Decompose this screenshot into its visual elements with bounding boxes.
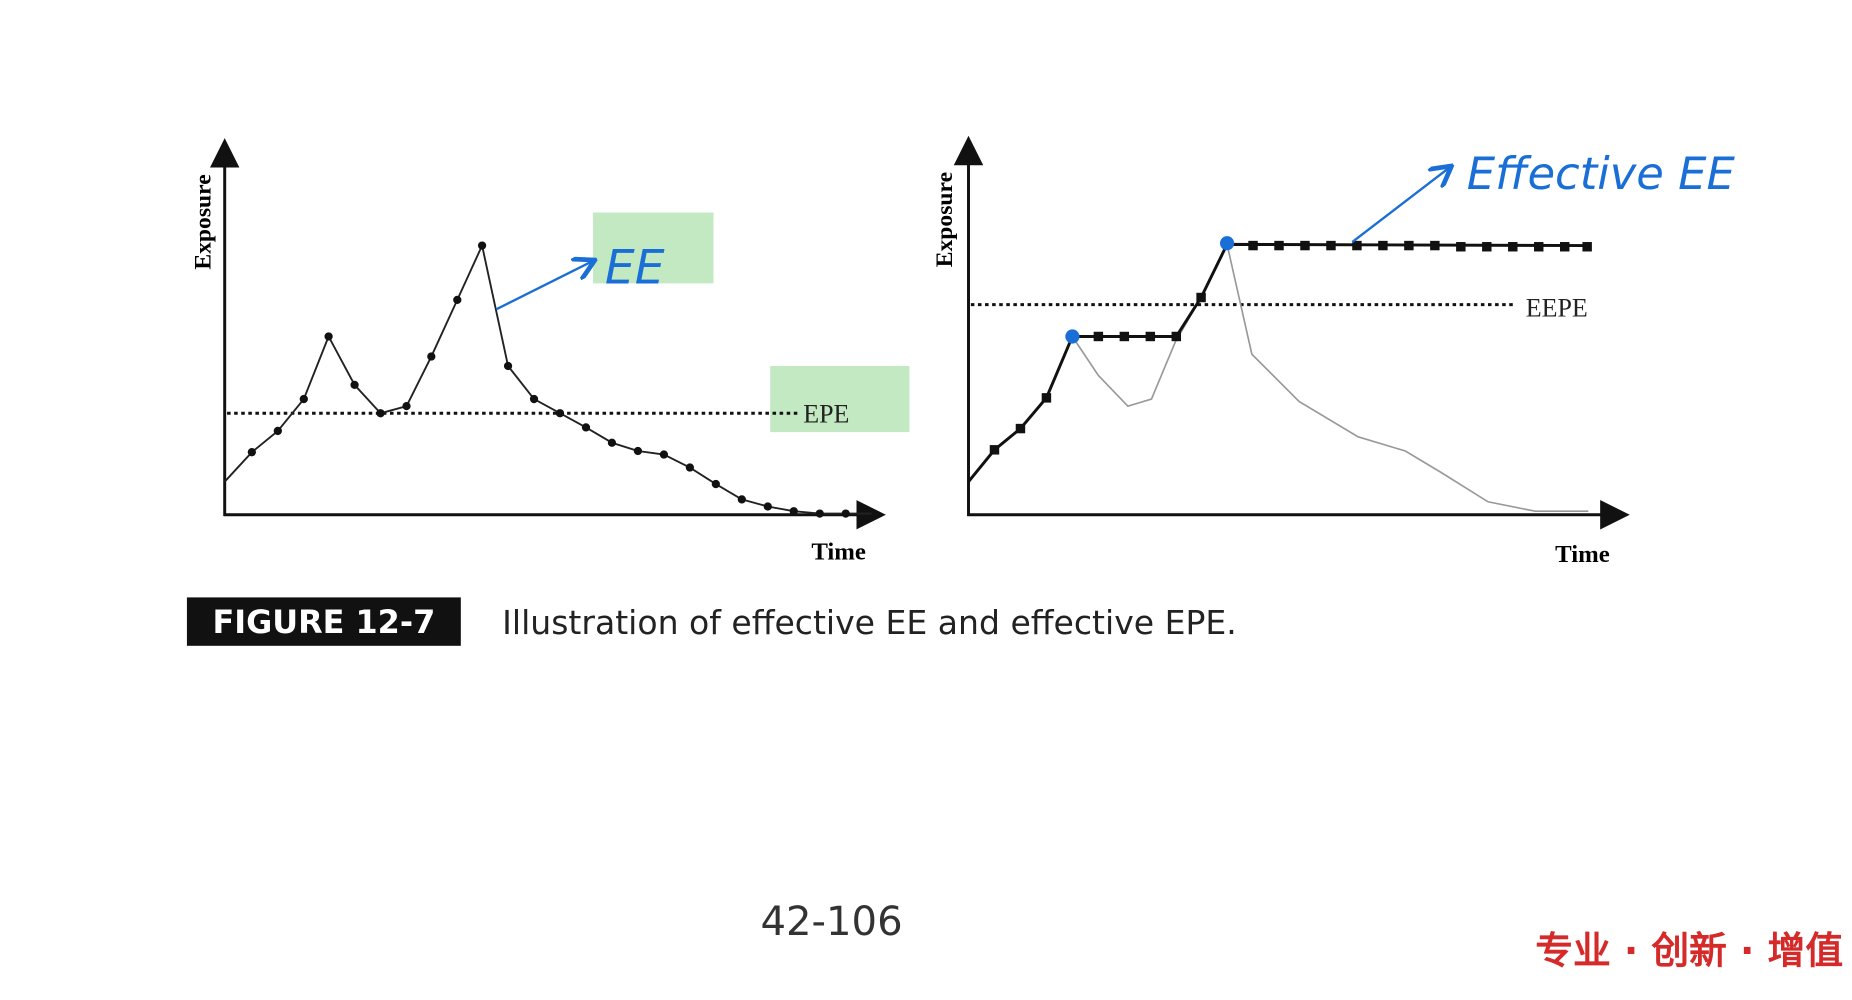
y-axis-label: Exposure xyxy=(191,174,217,269)
marker-dot xyxy=(1065,329,1080,344)
caption-tag-box xyxy=(186,597,461,646)
page-number: 42-106 xyxy=(760,899,902,945)
slogan: 专业 · 创新 · 增值 xyxy=(1535,928,1843,972)
highlight xyxy=(593,212,714,284)
y-axis-label: Exposure xyxy=(932,172,958,267)
left-chart: Exposure Time EPE EE xyxy=(191,138,910,566)
line-label: EEPE xyxy=(1526,293,1588,322)
annotation-arrow xyxy=(495,262,590,311)
right-chart: Exposure Time EEPE Effective EE xyxy=(932,135,1736,568)
marker-dot xyxy=(1219,236,1235,251)
line-label: EPE xyxy=(803,400,849,429)
x-axis-label: Time xyxy=(1555,541,1610,568)
curve-points xyxy=(989,240,1592,455)
caption-tag: FIGURE 12-7 xyxy=(212,603,435,641)
highlight xyxy=(770,365,910,433)
curve-points xyxy=(247,241,850,518)
ee-curve xyxy=(1071,241,1589,513)
caption-text: Illustration of effective EE and effecti… xyxy=(502,603,1237,642)
ee-curve xyxy=(224,242,872,515)
annotation: Effective EE xyxy=(1467,147,1736,200)
x-axis-label: Time xyxy=(811,539,866,566)
annotation: EE xyxy=(605,240,665,295)
annotation-arrow xyxy=(1351,169,1448,243)
